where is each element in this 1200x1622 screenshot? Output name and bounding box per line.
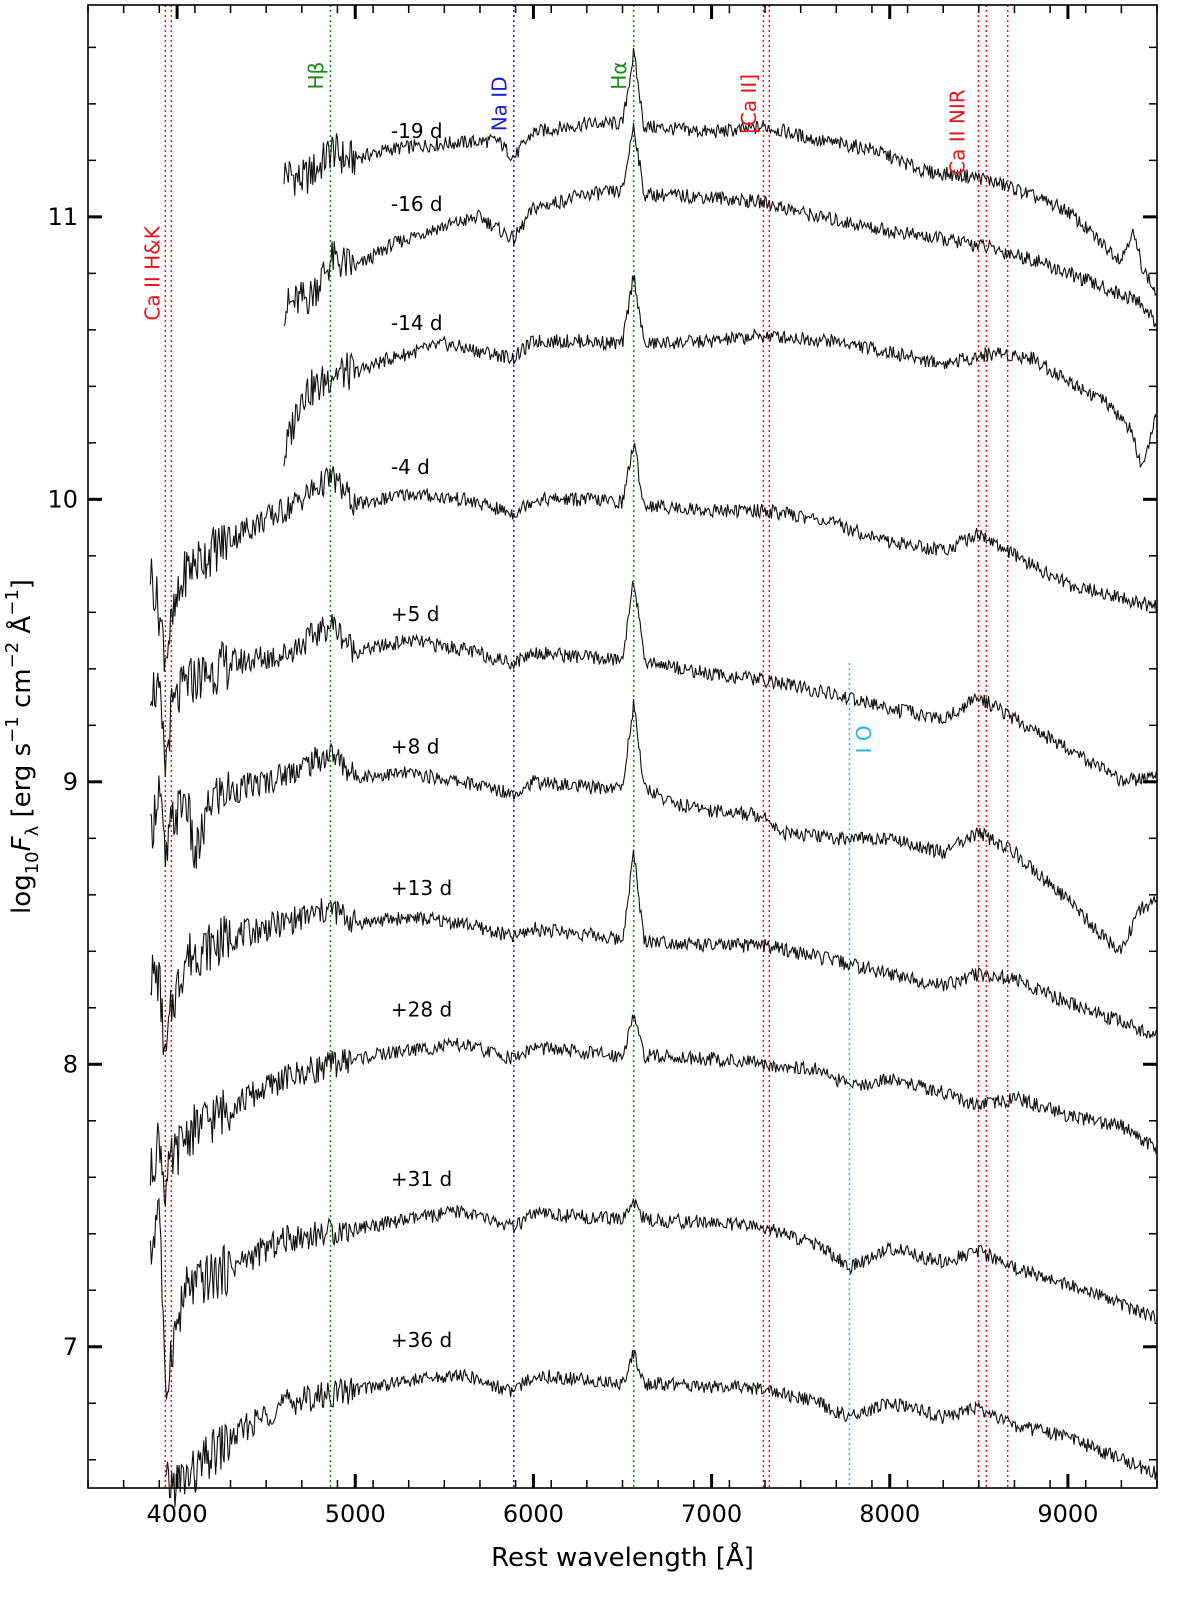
y-tick-label: 9 (63, 768, 78, 796)
spectra-series-layer (149, 47, 1157, 1508)
x-axis-label: Rest wavelength [Å] (491, 1541, 754, 1573)
x-tick-label: 9000 (1037, 1500, 1098, 1528)
epoch-label-3: -4 d (391, 455, 430, 479)
marker-label-5: Ca II NIR (946, 89, 970, 175)
plot-frame (87, 4, 1158, 1489)
marker-label-3: Hα (607, 62, 631, 90)
spectrum-line-9 (164, 1349, 1157, 1508)
y-label-exp2: −2 (2, 642, 23, 669)
epoch-label-4: +5 d (391, 602, 440, 626)
y-label-base: log (7, 874, 37, 914)
spectrum-line-8 (149, 1197, 1157, 1400)
spectrum-line-3 (149, 442, 1157, 672)
epoch-label-7: +28 d (391, 997, 452, 1021)
x-tick-label: 7000 (681, 1500, 742, 1528)
marker-label-6: O I (851, 725, 875, 753)
y-label-exp1: −1 (2, 716, 23, 743)
tick-layer: 4000 5000 6000 7000 8000 9000 7 8 9 10 11 (47, 5, 1158, 1528)
y-tick-label: 8 (63, 1050, 78, 1078)
x-tick-label: 8000 (859, 1500, 920, 1528)
epoch-label-5: +8 d (391, 735, 440, 759)
marker-label-0: Ca II H&K (140, 225, 164, 320)
spectrum-line-1 (283, 122, 1157, 328)
epoch-label-1: -16 d (391, 192, 443, 216)
x-tick-label: 6000 (503, 1500, 564, 1528)
marker-label-2: Na ID (488, 76, 512, 131)
marker-label-1: Hβ (304, 62, 328, 90)
annotation-layer: Ca II H&K Hβ Na ID Hα [Ca II] Ca II NIR O I -19… (140, 62, 969, 1352)
epoch-label-6: +13 d (391, 876, 452, 900)
spectrum-line-2 (283, 275, 1157, 469)
y-label-units-ang: Å (5, 616, 37, 642)
y-label-var-sub: λ (22, 825, 43, 836)
spectrum-line-4 (149, 580, 1157, 787)
epoch-label-9: +36 d (391, 1328, 452, 1352)
y-label-units-open: [erg s (7, 743, 37, 826)
y-tick-label: 7 (63, 1333, 78, 1361)
spectrum-line-7 (149, 1014, 1157, 1207)
y-label-var: F (7, 835, 37, 851)
x-tick-label: 5000 (325, 1500, 386, 1528)
x-tick-label: 4000 (147, 1500, 208, 1528)
epoch-label-8: +31 d (391, 1167, 452, 1191)
y-label-units-close: ] (7, 579, 37, 589)
y-tick-label: 10 (47, 485, 78, 513)
spectrum-line-6 (149, 849, 1157, 1055)
marker-label-4: [Ca II] (737, 74, 761, 134)
y-tick-label: 11 (47, 203, 78, 231)
line-marker-layer (164, 5, 1009, 1488)
y-label-base-sub: 10 (22, 851, 43, 874)
epoch-label-0: -19 d (391, 119, 443, 143)
y-axis-label: log10Fλ [erg s−1 cm−2 Å−1] (2, 579, 43, 914)
epoch-label-2: -14 d (391, 311, 443, 335)
y-label-exp3: −1 (2, 589, 23, 616)
spectrum-line-0 (283, 47, 1157, 297)
spectrum-line-5 (149, 698, 1157, 954)
y-label-units-mid: cm (7, 668, 37, 716)
